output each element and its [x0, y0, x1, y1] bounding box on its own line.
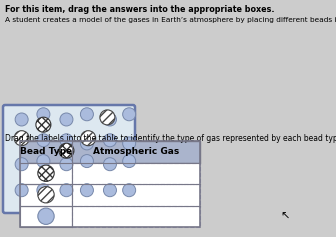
Bar — [20, 184, 72, 205]
Bar — [72, 205, 200, 227]
Circle shape — [15, 158, 28, 171]
Bar — [72, 184, 200, 205]
Circle shape — [36, 117, 51, 132]
Circle shape — [14, 131, 29, 146]
Circle shape — [103, 184, 117, 197]
Circle shape — [80, 137, 93, 150]
Circle shape — [103, 113, 117, 126]
Bar — [20, 141, 200, 163]
Circle shape — [37, 134, 50, 147]
Circle shape — [80, 155, 93, 168]
Circle shape — [38, 187, 54, 203]
Circle shape — [80, 184, 93, 197]
Bar — [20, 163, 72, 184]
Circle shape — [123, 108, 136, 121]
FancyBboxPatch shape — [3, 105, 135, 213]
Text: Drag the labels into the table to identify the type of gas represented by each b: Drag the labels into the table to identi… — [5, 134, 336, 143]
Text: ↖: ↖ — [280, 212, 289, 222]
Circle shape — [37, 108, 50, 121]
Circle shape — [80, 108, 93, 121]
Circle shape — [60, 158, 73, 171]
Circle shape — [37, 155, 50, 168]
Circle shape — [15, 184, 28, 197]
Circle shape — [15, 113, 28, 126]
Circle shape — [60, 184, 73, 197]
Circle shape — [38, 208, 54, 224]
Circle shape — [60, 113, 73, 126]
Text: Atmospheric Gas: Atmospheric Gas — [93, 147, 179, 156]
Text: Bead Type: Bead Type — [20, 147, 72, 156]
Bar — [72, 163, 200, 184]
Text: For this item, drag the answers into the appropriate boxes.: For this item, drag the answers into the… — [5, 5, 275, 14]
Bar — [20, 141, 200, 227]
Circle shape — [123, 184, 136, 197]
Circle shape — [59, 143, 74, 158]
Circle shape — [123, 155, 136, 168]
Text: A student creates a model of the gases in Earth’s atmosphere by placing differen: A student creates a model of the gases i… — [5, 17, 336, 23]
Bar — [20, 205, 72, 227]
Circle shape — [123, 137, 136, 150]
Circle shape — [103, 158, 117, 171]
Circle shape — [60, 134, 73, 147]
Circle shape — [100, 110, 115, 125]
Circle shape — [37, 184, 50, 197]
Circle shape — [81, 131, 96, 146]
Circle shape — [103, 134, 117, 147]
Circle shape — [38, 165, 54, 181]
